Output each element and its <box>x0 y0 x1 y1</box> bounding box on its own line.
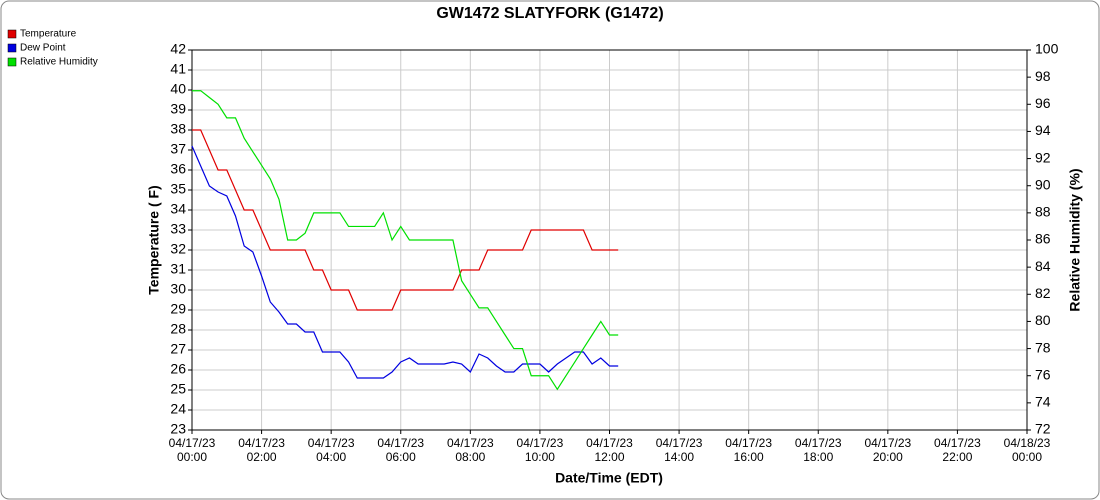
y-tick-label: 42 <box>170 41 186 57</box>
series-line <box>192 90 619 391</box>
y2-tick-label: 74 <box>1035 394 1051 410</box>
x-tick-label: 04/17/23 20:00 <box>864 436 912 464</box>
x-tick-label: 04/17/23 02:00 <box>238 436 285 464</box>
y-tick-label: 38 <box>170 121 186 137</box>
y2-axis-label: Relative Humidity (%) <box>1067 168 1083 311</box>
plot-border <box>191 49 1028 431</box>
y2-tick-label: 100 <box>1035 41 1059 57</box>
x-tick-label: 04/17/23 12:00 <box>586 436 633 464</box>
y2-tick-label: 80 <box>1035 312 1051 328</box>
x-tick-label: 04/17/23 08:00 <box>446 436 494 464</box>
y-tick-label: 39 <box>170 101 186 117</box>
y2-tick-label: 86 <box>1035 231 1051 247</box>
y2-tick-label: 76 <box>1035 366 1051 382</box>
y-tick-label: 24 <box>170 401 186 417</box>
y-tick-label: 29 <box>170 301 186 317</box>
x-tick-label: 04/17/23 22:00 <box>934 436 981 464</box>
legend-label: Dew Point <box>20 43 66 54</box>
y-tick-label: 25 <box>170 381 186 397</box>
y2-tick-label: 90 <box>1035 176 1051 192</box>
legend-swatch <box>7 57 17 67</box>
x-tick-label: 04/17/23 10:00 <box>516 436 564 464</box>
x-axis-label: Date/Time (EDT) <box>555 470 663 486</box>
y-tick-label: 33 <box>170 221 186 237</box>
y-tick-label: 35 <box>170 181 186 197</box>
legend-label: Temperature <box>20 29 77 40</box>
series-line <box>191 145 619 379</box>
x-tick-label: 04/17/23 06:00 <box>377 436 425 464</box>
y2-tick-label: 84 <box>1035 258 1051 274</box>
x-tick-label: 04/17/23 14:00 <box>655 436 703 464</box>
y2-tick-label: 94 <box>1035 122 1051 138</box>
legend-swatch <box>7 29 17 39</box>
x-tick-label: 04/18/23 00:00 <box>1003 436 1051 464</box>
y-tick-label: 27 <box>170 341 186 357</box>
y2-tick-label: 88 <box>1035 204 1051 220</box>
x-tick-label: 04/17/23 04:00 <box>307 436 355 464</box>
y-tick-label: 32 <box>170 241 186 257</box>
y-axis-label: Temperature ( F) <box>146 185 162 294</box>
y-tick-label: 30 <box>170 281 186 297</box>
y-tick-label: 41 <box>170 61 186 77</box>
legend-swatch <box>7 43 17 53</box>
x-tick-label: 04/17/23 16:00 <box>725 436 773 464</box>
y-tick-label: 26 <box>170 361 186 377</box>
y-tick-label: 37 <box>170 141 186 157</box>
y2-tick-label: 98 <box>1035 68 1051 84</box>
y2-tick-label: 72 <box>1035 421 1051 437</box>
legend-label: Relative Humidity <box>20 57 98 68</box>
y-tick-label: 23 <box>170 421 186 437</box>
x-tick-label: 04/17/23 18:00 <box>794 436 842 464</box>
y-tick-label: 31 <box>170 261 186 277</box>
y-tick-label: 28 <box>170 321 186 337</box>
y2-tick-label: 78 <box>1035 339 1051 355</box>
y-tick-label: 34 <box>170 201 186 217</box>
y2-tick-label: 96 <box>1035 95 1051 111</box>
chart-title: GW1472 SLATYFORK (G1472) <box>436 5 663 22</box>
y-tick-label: 36 <box>170 161 186 177</box>
y2-tick-label: 92 <box>1035 149 1051 165</box>
x-tick-label: 04/17/23 00:00 <box>168 436 216 464</box>
y-tick-label: 40 <box>170 81 186 97</box>
y2-tick-label: 82 <box>1035 285 1051 301</box>
series-line <box>192 129 619 311</box>
